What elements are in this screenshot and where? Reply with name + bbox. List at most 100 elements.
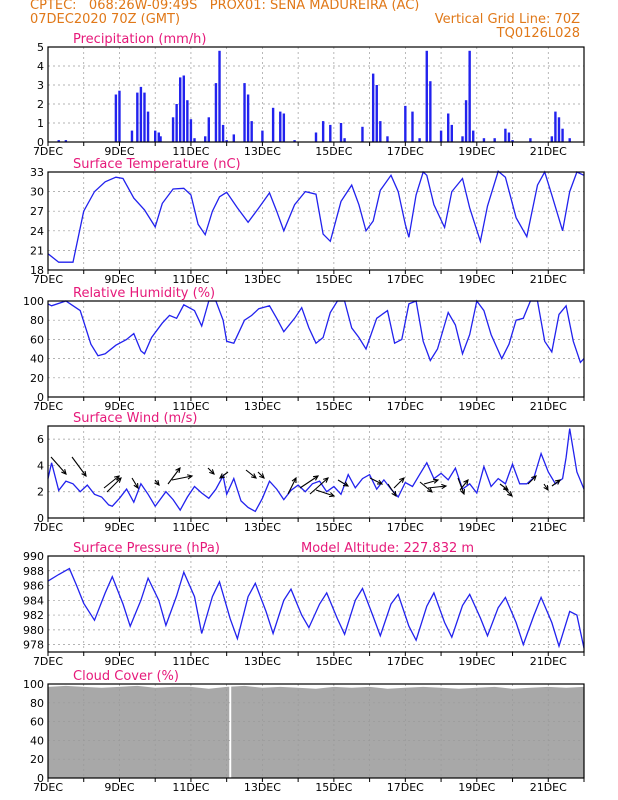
y-tick-label: 978 (23, 639, 44, 652)
precip-bar (511, 140, 514, 142)
x-tick-label: 13DEC (244, 145, 281, 158)
precip-bar (250, 121, 253, 142)
wind-arrow-head (376, 479, 384, 485)
wind-arrow-head (427, 487, 433, 493)
precip-bar (225, 140, 228, 142)
wind-arrow-head (251, 473, 257, 479)
precip-bar (193, 138, 196, 142)
x-tick-label: 19DEC (458, 400, 495, 413)
wind-arrow-head (133, 482, 139, 490)
y-tick-label: 2 (37, 486, 44, 499)
wind-arrow-head (328, 492, 336, 498)
panel-frame (47, 46, 585, 143)
wind-arrow (71, 456, 87, 477)
precip-bar (468, 50, 471, 142)
precip-bar (557, 117, 561, 142)
precip-bar (375, 85, 378, 142)
y-tick-label: 60 (30, 716, 44, 729)
wind-arrow-head (391, 490, 397, 498)
x-tick-label: 19DEC (458, 781, 495, 794)
panel-frame (47, 171, 585, 271)
precip-bar (450, 124, 453, 142)
x-tick-label: 13DEC (244, 655, 281, 668)
wind-arrow-head (187, 474, 194, 480)
precip-bar (143, 92, 146, 142)
precip-bar (482, 138, 486, 142)
wind-arrow-head (323, 477, 329, 483)
y-tick-label: 980 (23, 624, 44, 637)
y-tick-label: 988 (23, 565, 44, 578)
precip-bar (529, 138, 532, 142)
x-tick-label: 19DEC (458, 273, 495, 286)
precip-bar (464, 100, 468, 142)
wind-arrow-head (531, 475, 537, 481)
precip-bar (472, 130, 475, 142)
cloud-area (48, 685, 584, 778)
precip-bar (386, 136, 389, 142)
wind-arrow-head (399, 477, 405, 483)
precip-bar (157, 132, 160, 142)
precip-bar (282, 113, 286, 142)
precip-bar (261, 130, 264, 142)
precip-bar (371, 73, 375, 142)
precip-bar (561, 128, 564, 142)
y-tick-label: 24 (30, 225, 44, 238)
y-tick-label: 1 (37, 117, 44, 130)
wind-arrow (457, 477, 465, 495)
y-tick-label: 6 (37, 433, 44, 446)
y-tick-label: 33 (30, 166, 44, 179)
wind-arrow (299, 475, 319, 489)
pres-title: Surface Pressure (hPa) (73, 541, 220, 556)
precip-bar (554, 111, 557, 142)
y-tick-label: 4 (37, 459, 44, 472)
precip-bar (64, 140, 68, 142)
precip-bar (159, 136, 162, 142)
wind-arrow (257, 471, 265, 479)
y-tick-label: 60 (30, 333, 44, 346)
precip-bar (293, 140, 296, 142)
cloud-title: Cloud Cover (%) (73, 669, 179, 684)
x-tick-label: 13DEC (244, 400, 281, 413)
rh-series-line (47, 299, 585, 364)
header-grid-note: Vertical Grid Line: 70Z (434, 12, 580, 27)
wind-arrow-head (218, 473, 226, 479)
y-tick-label: 5 (37, 41, 44, 54)
precip-bar (314, 132, 318, 142)
y-tick-label: 2 (37, 98, 44, 111)
wind-title: Surface Wind (m/s) (73, 411, 197, 426)
x-tick-label: 21DEC (530, 400, 567, 413)
temp-title: Surface Temperature (nC) (73, 157, 241, 172)
x-tick-label: 17DEC (387, 781, 424, 794)
wind-arrow-head (463, 479, 469, 485)
y-tick-label: 0 (37, 512, 44, 525)
x-tick-label: 17DEC (387, 145, 424, 158)
wind-arrow (423, 479, 439, 485)
precip-bar (182, 75, 185, 142)
precip-bar (114, 94, 118, 142)
x-tick-label: 11DEC (172, 521, 209, 534)
header-run-time: 07DEC2020 70Z (GMT) (30, 12, 181, 27)
y-tick-label: 3 (37, 79, 44, 92)
precip-bar (232, 134, 236, 142)
x-tick-label: 7DEC (33, 273, 63, 286)
x-tick-label: 15DEC (315, 781, 352, 794)
precip-bar (118, 90, 121, 142)
precip-bar (186, 100, 189, 142)
wind-arrow-head (543, 484, 549, 492)
y-tick-label: 990 (23, 550, 44, 563)
x-tick-label: 9DEC (104, 145, 134, 158)
precip-bar (379, 121, 382, 142)
precip-bar (279, 111, 282, 142)
wind-arrow-head (342, 481, 350, 487)
precip-bar (57, 140, 60, 142)
x-tick-label: 9DEC (104, 521, 134, 534)
precip-bar (146, 111, 150, 142)
precip-bar (130, 130, 134, 142)
precip-bar (425, 50, 428, 142)
precip-bar (246, 94, 250, 142)
y-tick-label: 80 (30, 697, 44, 710)
wind-arrow-head (81, 470, 87, 478)
temp-series-line (47, 170, 585, 263)
wind-arrow-head (312, 475, 320, 481)
